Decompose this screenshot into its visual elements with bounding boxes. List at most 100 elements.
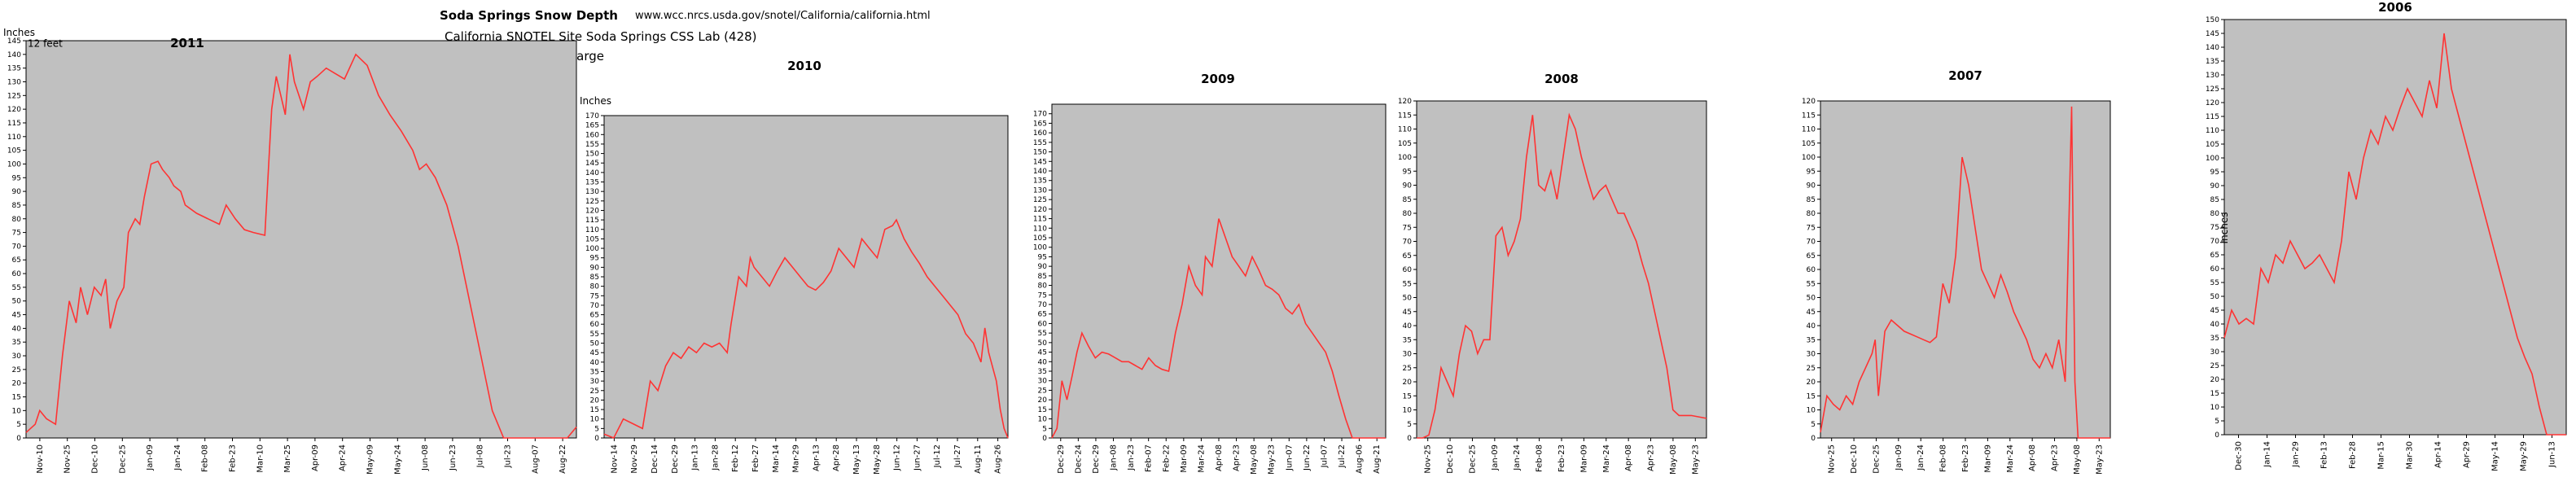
- x-tick-label: May-23: [2095, 444, 2104, 475]
- y-tick-label: 125: [2206, 85, 2219, 94]
- y-tick-label: 110: [1033, 225, 1047, 233]
- y-tick-label: 40: [1807, 322, 1816, 331]
- source-url[interactable]: www.wcc.nrcs.usda.gov/snotel/California/…: [635, 10, 931, 22]
- x-tick-label: Jan-08: [1110, 444, 1119, 471]
- x-tick-label: Feb-22: [1162, 444, 1171, 472]
- x-tick-label: Feb-23: [1961, 444, 1970, 472]
- y-tick-label: 95: [2210, 169, 2219, 177]
- y-tick-label: 40: [1403, 322, 1413, 331]
- x-tick-label: May-23: [1268, 444, 1277, 475]
- y-tick-label: 95: [1807, 168, 1816, 176]
- y-tick-label: 35: [1807, 336, 1816, 344]
- y-tick-label: 0: [16, 435, 21, 443]
- y-tick-label: 55: [12, 284, 21, 292]
- y-tick-label: 25: [590, 387, 599, 396]
- y-tick-label: 105: [2206, 141, 2219, 149]
- x-tick-label: Nov-25: [64, 444, 72, 474]
- x-tick-label: Feb-23: [1557, 444, 1566, 472]
- y-tick-label: 20: [590, 396, 600, 405]
- y-tick-label: 100: [585, 245, 599, 253]
- y-tick-label: 135: [1033, 177, 1047, 186]
- series-line-2006: [2223, 33, 2566, 436]
- y-tick-label: 45: [12, 312, 21, 320]
- y-tick-label: 60: [590, 321, 600, 329]
- x-tick-label: May-29: [2520, 441, 2529, 471]
- y-tick-label: 70: [12, 243, 22, 251]
- y-tick-label: 30: [1038, 378, 1048, 386]
- y-tick-label: 60: [2210, 265, 2220, 274]
- y-tick-label: 75: [1038, 291, 1047, 300]
- x-tick-label: Apr-08: [1624, 444, 1633, 471]
- series-line-2009: [1051, 218, 1386, 439]
- x-tick-label: Dec-10: [1446, 444, 1455, 474]
- y-tick-label: 120: [1398, 98, 1412, 106]
- y-tick-label: 130: [2206, 72, 2219, 80]
- x-tick-label: Aug-11: [974, 444, 983, 474]
- y-tick-label: 100: [1802, 154, 1816, 162]
- y-tick-label: 60: [1807, 266, 1816, 274]
- x-tick-label: Feb-08: [1939, 444, 1948, 472]
- plot-area-2006: [2223, 19, 2567, 436]
- y-tick-label: 45: [1403, 309, 1412, 317]
- y-tick-label: 10: [1038, 416, 1048, 424]
- y-tick-label: 30: [1403, 351, 1413, 359]
- y-tick-label: 40: [2210, 321, 2220, 329]
- y-tick-label: 90: [2210, 182, 2220, 190]
- y-tick-label: 70: [590, 302, 600, 310]
- x-tick-label: Jan-09: [1895, 444, 1904, 471]
- y-tick-label: 70: [1807, 239, 1816, 247]
- x-tick-label: Feb-23: [229, 444, 238, 472]
- y-tick-label: 50: [1038, 339, 1048, 348]
- x-tick-label: Dec-29: [671, 444, 680, 474]
- x-tick-label: Feb-13: [2320, 441, 2329, 469]
- y-tick-label: 115: [585, 217, 599, 225]
- y-tick-label: 125: [585, 198, 599, 206]
- y-tick-label: 25: [1807, 365, 1816, 373]
- x-tick-label: Jul-07: [1320, 444, 1329, 468]
- y-tick-label: 110: [2206, 127, 2219, 135]
- x-tick-label: Jan-24: [173, 444, 182, 471]
- y-tick-label: 145: [2206, 30, 2219, 38]
- y-tick-label: 130: [585, 188, 599, 196]
- y-tick-label: 45: [1038, 349, 1047, 357]
- x-tick-label: May-14: [2491, 441, 2500, 471]
- y-tick-label: 95: [590, 255, 599, 263]
- x-tick-label: May-24: [393, 444, 402, 475]
- x-tick-label: Feb-08: [1536, 444, 1544, 472]
- y-tick-label: 25: [2210, 362, 2219, 370]
- x-tick-label: Jul-27: [953, 444, 962, 468]
- y-tick-label: 50: [1807, 295, 1816, 303]
- y-tick-label: 75: [2210, 224, 2219, 232]
- x-tick-label: Jun-12: [893, 444, 902, 471]
- x-tick-label: Dec-10: [1850, 444, 1859, 474]
- y-tick-label: 50: [590, 340, 600, 348]
- x-tick-label: Jul-23: [504, 444, 513, 468]
- y-tick-label: 135: [2206, 58, 2219, 66]
- x-tick-label: Mar-09: [1180, 444, 1189, 473]
- y-tick-label: 85: [12, 202, 21, 210]
- y-tick-label: 105: [1398, 140, 1412, 148]
- y-tick-label: 115: [1033, 216, 1047, 224]
- x-tick-label: Mar-29: [792, 444, 801, 473]
- y-tick-label: 50: [2210, 293, 2220, 301]
- y-tick-label: 40: [590, 359, 600, 367]
- y-tick-label: 110: [1802, 126, 1816, 134]
- y-tick-label: 15: [1807, 392, 1816, 401]
- y-tick-label: 40: [1038, 358, 1048, 366]
- x-tick-label: May-08: [1250, 444, 1259, 475]
- x-tick-label: Jun-08: [421, 444, 430, 471]
- y-tick-label: 140: [585, 169, 599, 177]
- x-tick-label: Dec-25: [1872, 444, 1881, 474]
- x-tick-label: Apr-08: [2028, 444, 2037, 471]
- chart-title: 2009: [1201, 72, 1235, 86]
- x-tick-label: Jun-27: [913, 444, 922, 471]
- x-tick-label: Dec-14: [651, 444, 659, 474]
- y-tick-label: 70: [1038, 301, 1048, 309]
- y-tick-label: 30: [12, 352, 22, 361]
- y-tick-label: 80: [1038, 282, 1048, 291]
- x-tick-label: Jan-13: [691, 444, 700, 471]
- x-tick-label: Dec-29: [1092, 444, 1101, 474]
- y-tick-label: 15: [12, 394, 21, 402]
- y-tick-label: 0: [2215, 431, 2219, 440]
